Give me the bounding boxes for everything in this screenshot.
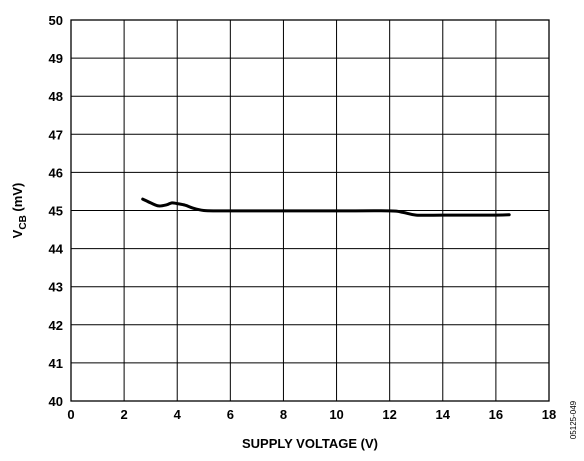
y-axis-title-main: V (10, 229, 25, 238)
x-tick-label: 4 (174, 407, 182, 422)
x-tick-label: 0 (67, 407, 74, 422)
x-tick-label: 2 (120, 407, 127, 422)
x-tick-label: 10 (329, 407, 343, 422)
y-tick-label: 44 (49, 242, 64, 257)
y-tick-label: 45 (49, 204, 63, 219)
x-tick-label: 14 (436, 407, 451, 422)
plot-frame (70, 19, 550, 402)
y-tick-label: 42 (49, 318, 63, 333)
series-line (141, 197, 511, 217)
y-tick-label: 49 (49, 51, 63, 66)
x-tick-label: 16 (489, 407, 503, 422)
y-tick-label: 40 (49, 394, 63, 409)
y-axis-title-unit: (mV) (10, 183, 25, 216)
figure-code: 05125-049 (569, 400, 578, 439)
y-tick-label: 43 (49, 280, 63, 295)
x-tick-label: 6 (227, 407, 234, 422)
x-tick-label: 18 (542, 407, 556, 422)
x-axis-title: SUPPLY VOLTAGE (V) (242, 436, 378, 451)
series-layer (141, 197, 511, 217)
x-tick-label: 12 (382, 407, 396, 422)
y-tick-label: 41 (49, 356, 63, 371)
y-axis-title-subscript: CB (18, 215, 29, 229)
x-tick-label: 8 (280, 407, 287, 422)
y-axis-title: VCB (mV) (10, 183, 29, 239)
y-tick-label: 47 (49, 127, 63, 142)
y-tick-label: 46 (49, 165, 63, 180)
y-tick-label: 50 (49, 13, 63, 28)
y-tick-label: 48 (49, 89, 63, 104)
